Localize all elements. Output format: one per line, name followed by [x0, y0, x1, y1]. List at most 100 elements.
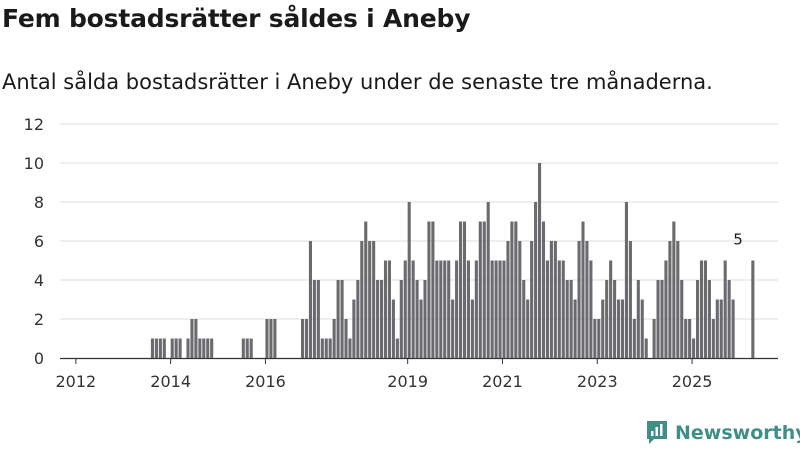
bar	[624, 202, 628, 358]
x-tick-label: 2016	[245, 372, 286, 391]
x-tick-label: 2012	[55, 372, 96, 391]
bar	[609, 260, 613, 358]
bar	[348, 338, 352, 358]
bar	[360, 241, 364, 358]
bar	[178, 338, 182, 358]
bar	[466, 260, 470, 358]
bar	[569, 280, 573, 358]
bar	[356, 280, 360, 358]
bar	[549, 241, 553, 358]
bar	[435, 260, 439, 358]
bar	[431, 221, 435, 358]
bar	[462, 221, 467, 358]
bar	[336, 280, 340, 358]
bar	[451, 299, 455, 358]
bar	[589, 260, 593, 358]
bar	[455, 260, 459, 358]
y-tick-label: 8	[34, 193, 44, 212]
bar	[727, 280, 731, 358]
bar	[376, 280, 380, 358]
bar	[688, 319, 692, 358]
bar	[680, 280, 684, 358]
bar	[601, 299, 605, 358]
bar	[498, 260, 502, 358]
bar	[206, 338, 210, 358]
newsworthy-logo-icon	[647, 421, 667, 444]
bar	[332, 319, 336, 358]
bar	[478, 221, 482, 358]
bar	[372, 241, 376, 358]
bar	[518, 241, 522, 358]
y-tick-label: 10	[24, 154, 44, 173]
bar	[514, 221, 518, 358]
bar	[644, 338, 648, 358]
bar	[530, 241, 534, 358]
bar	[150, 338, 154, 358]
bar	[597, 319, 601, 358]
bar	[202, 338, 206, 358]
bar	[174, 338, 178, 358]
chart-subtitle: Antal sålda bostadsrätter i Aneby under …	[2, 70, 713, 94]
bar	[664, 260, 668, 358]
bar	[304, 319, 309, 358]
bar	[605, 280, 609, 358]
bar	[443, 260, 447, 358]
bar	[684, 319, 688, 358]
bar	[439, 260, 443, 358]
y-tick-label: 4	[34, 271, 44, 290]
x-tick-label: 2014	[150, 372, 191, 391]
bar	[316, 280, 320, 358]
bar	[399, 280, 403, 358]
bar	[344, 319, 348, 358]
bar	[162, 338, 166, 358]
bar	[419, 299, 423, 358]
bar	[620, 299, 625, 358]
bar	[486, 202, 490, 358]
y-tick-label: 6	[34, 232, 44, 251]
bar	[403, 260, 407, 358]
bar	[636, 280, 640, 358]
bar	[407, 202, 411, 358]
bar	[241, 338, 245, 358]
bar	[561, 260, 565, 358]
bar	[526, 299, 530, 358]
bar	[312, 280, 316, 358]
bar	[538, 163, 542, 358]
bar	[699, 260, 704, 358]
bar	[249, 338, 253, 358]
bar	[368, 241, 372, 358]
bar	[158, 338, 162, 358]
bar	[656, 280, 660, 358]
bar	[711, 319, 715, 358]
bar	[383, 260, 388, 358]
bar	[194, 319, 198, 358]
bar	[470, 299, 474, 358]
bar	[427, 221, 431, 358]
bar	[652, 319, 656, 358]
bar	[447, 260, 451, 358]
bar	[731, 299, 735, 358]
y-tick-label: 12	[24, 115, 44, 134]
bar	[585, 241, 589, 358]
bar	[593, 319, 597, 358]
bar	[273, 319, 277, 358]
bar	[715, 299, 719, 358]
bar	[245, 338, 249, 358]
bar	[308, 241, 312, 358]
bar	[719, 299, 723, 358]
bar	[324, 338, 328, 358]
bar	[415, 280, 419, 358]
bar	[364, 221, 368, 358]
bar	[269, 319, 273, 358]
brand-name: Newsworthy	[675, 422, 800, 444]
bar	[301, 319, 305, 358]
x-tick-label: 2025	[672, 372, 713, 391]
bar	[573, 299, 577, 358]
bar	[474, 260, 478, 358]
bar	[723, 260, 727, 358]
bar	[751, 260, 755, 358]
y-tick-label: 2	[34, 310, 44, 329]
bar	[617, 299, 621, 358]
bar	[628, 241, 632, 358]
